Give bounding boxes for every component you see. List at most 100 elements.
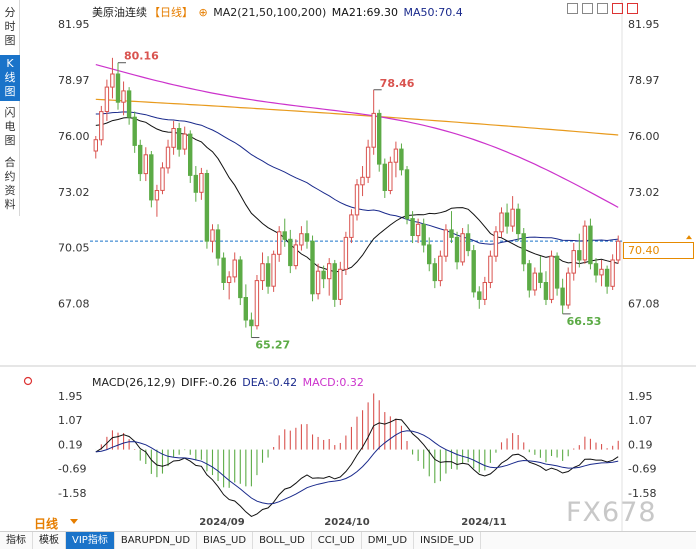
candle-down xyxy=(126,90,132,118)
indicator-tab[interactable]: 指标 xyxy=(0,531,33,549)
candle-up xyxy=(232,259,237,278)
candle-up xyxy=(327,263,332,280)
legend-ma21: MA21:69.30 xyxy=(331,6,399,19)
macd-dea-line xyxy=(95,430,619,505)
candle-down xyxy=(282,231,287,240)
candle-up xyxy=(443,229,449,257)
indicator-tab[interactable]: BIAS_UD xyxy=(197,531,254,549)
sidebar-tab-0[interactable]: 分时图 xyxy=(0,4,20,50)
x-tick: 2024/09 xyxy=(199,517,244,528)
zoom-out-icon[interactable] xyxy=(582,3,593,14)
current-price-box: 70.40 xyxy=(623,242,694,260)
candle-down xyxy=(593,263,599,276)
chart-canvas[interactable]: 81.95 81.95 78.97 78.97 76.00 76.00 73.02 73.02… xyxy=(0,0,696,531)
candle-down xyxy=(516,208,521,235)
y-tick-left: 73.02 xyxy=(58,186,90,199)
candle-up xyxy=(438,255,443,282)
candle-down xyxy=(138,144,143,175)
candle-down xyxy=(432,263,438,282)
candle-up xyxy=(415,223,421,237)
candle-down xyxy=(115,73,121,103)
candle-down xyxy=(527,263,532,291)
y-tick-right: 76.00 xyxy=(628,130,660,143)
candle-down xyxy=(221,257,226,284)
indicator-tab[interactable]: VIP指标 xyxy=(66,531,115,549)
zoom-in-icon[interactable] xyxy=(567,3,578,14)
candle-up xyxy=(460,233,465,263)
macd-y-tick-right: 1.07 xyxy=(628,414,653,427)
candle-up xyxy=(354,184,360,216)
close-icon[interactable] xyxy=(627,3,638,14)
candle-down xyxy=(465,233,471,252)
candle-up xyxy=(388,161,393,192)
red-square-icon[interactable] xyxy=(612,3,623,14)
candle-up xyxy=(510,208,515,227)
candle-up xyxy=(365,146,371,178)
sidebar-tab-1[interactable]: K线图 xyxy=(0,55,20,101)
annotation-high: 80.16 xyxy=(124,50,159,63)
candle-up xyxy=(482,282,488,300)
candle-down xyxy=(132,116,137,146)
candle-down xyxy=(604,268,610,287)
sidebar-tab-label: K线图 xyxy=(4,57,16,98)
macd-y-tick-left: -1.58 xyxy=(58,487,86,500)
candle-down xyxy=(554,255,560,289)
y-tick-left: 70.05 xyxy=(58,242,90,255)
indicator-tab[interactable]: BOLL_UD xyxy=(253,531,312,549)
watermark: FX678 xyxy=(566,497,657,528)
candle-down xyxy=(332,263,337,300)
chevron-down-icon[interactable] xyxy=(70,519,78,524)
candle-up xyxy=(571,250,576,274)
legend-ma-params: MA2(21,50,100,200) xyxy=(213,6,327,19)
candle-down xyxy=(427,244,432,265)
annotation-low: 65.27 xyxy=(255,339,290,352)
candle-down xyxy=(176,128,182,150)
indicator-tab[interactable]: DMI_UD xyxy=(362,531,415,549)
candle-down xyxy=(321,270,326,280)
macd-settings-icon xyxy=(23,376,33,386)
candle-up xyxy=(610,259,615,287)
legend-period[interactable]: 【日线】 xyxy=(149,6,193,19)
y-tick-right: 78.97 xyxy=(628,74,660,87)
candle-up xyxy=(271,253,276,287)
legend-add-icon[interactable]: ⊕ xyxy=(198,6,208,19)
candle-down xyxy=(204,173,210,242)
candle-up xyxy=(488,255,493,284)
candle-up xyxy=(315,270,321,295)
indicator-tab[interactable]: 模板 xyxy=(33,531,66,549)
candle-down xyxy=(521,233,526,265)
candle-down xyxy=(410,218,415,237)
candle-up xyxy=(93,139,98,152)
candle-up xyxy=(566,272,571,306)
x-tick: 2024/10 xyxy=(324,517,369,528)
candle-down xyxy=(577,250,582,261)
candle-up xyxy=(343,236,349,270)
annotation-low: 66.53 xyxy=(567,315,602,328)
sidebar: 分时图 K线图闪电图合约资料 xyxy=(0,0,20,216)
indicator-tab[interactable]: INSIDE_UD xyxy=(414,531,481,549)
candle-down xyxy=(215,229,221,259)
candle-down xyxy=(377,112,382,165)
candle-up xyxy=(349,214,354,238)
candle-up xyxy=(226,276,232,283)
candle-up xyxy=(165,146,171,169)
candle-down xyxy=(543,282,549,300)
settings-icon[interactable] xyxy=(597,3,608,14)
candle-up xyxy=(99,111,104,141)
indicator-tab[interactable]: BARUPDN_UD xyxy=(115,531,198,549)
y-tick-left: 67.08 xyxy=(58,298,90,311)
sidebar-tab-3[interactable]: 合约资料 xyxy=(0,154,20,214)
candle-down xyxy=(149,154,154,201)
candle-up xyxy=(582,225,588,261)
candle-down xyxy=(243,297,249,321)
candle-down xyxy=(560,287,565,306)
sidebar-tab-2[interactable]: 闪电图 xyxy=(0,104,20,150)
candle-down xyxy=(304,233,310,242)
candle-up xyxy=(493,231,499,257)
candle-down xyxy=(238,259,243,299)
legend-ma50: MA50:70.4 xyxy=(403,6,463,19)
period-selector[interactable]: 日线 xyxy=(34,517,59,531)
indicator-tab[interactable]: CCI_UD xyxy=(312,531,362,549)
candle-up xyxy=(254,280,260,327)
macd-y-tick-right: 1.95 xyxy=(628,390,653,403)
